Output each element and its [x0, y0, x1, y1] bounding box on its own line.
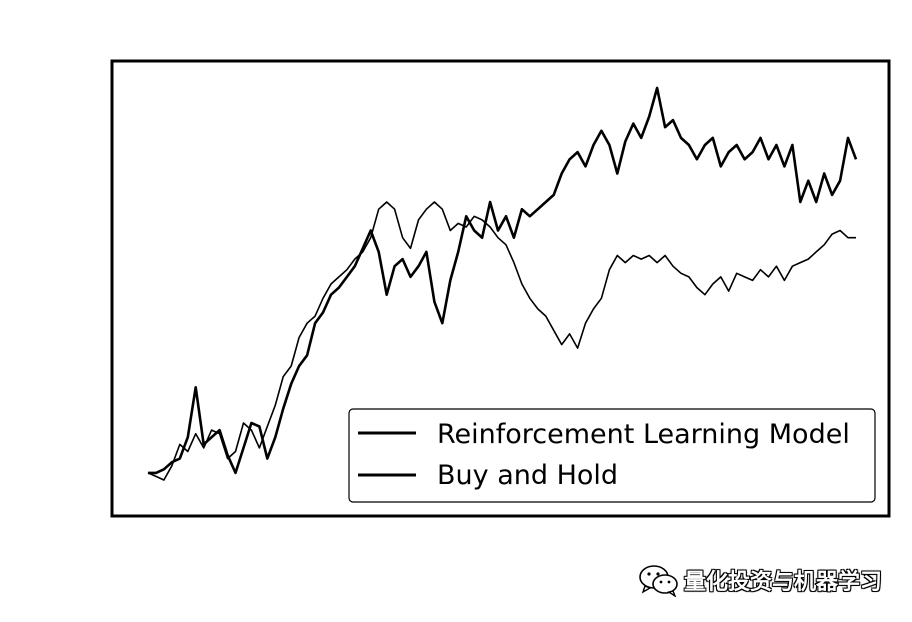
watermark: 量化投资与机器学习 [638, 562, 882, 598]
watermark-text: 量化投资与机器学习 [684, 570, 883, 595]
series-layer [147, 86, 858, 481]
series-line-buy-and-hold [147, 201, 856, 481]
series-line-reinforcement-learning-model [148, 86, 858, 475]
legend-label-rl: Reinforcement Learning Model [437, 419, 850, 450]
legend-label-bh: Buy and Hold [437, 460, 618, 491]
legend: Reinforcement Learning Model Buy and Hol… [348, 408, 876, 503]
wechat-icon [639, 565, 678, 597]
legend-box [348, 408, 876, 503]
